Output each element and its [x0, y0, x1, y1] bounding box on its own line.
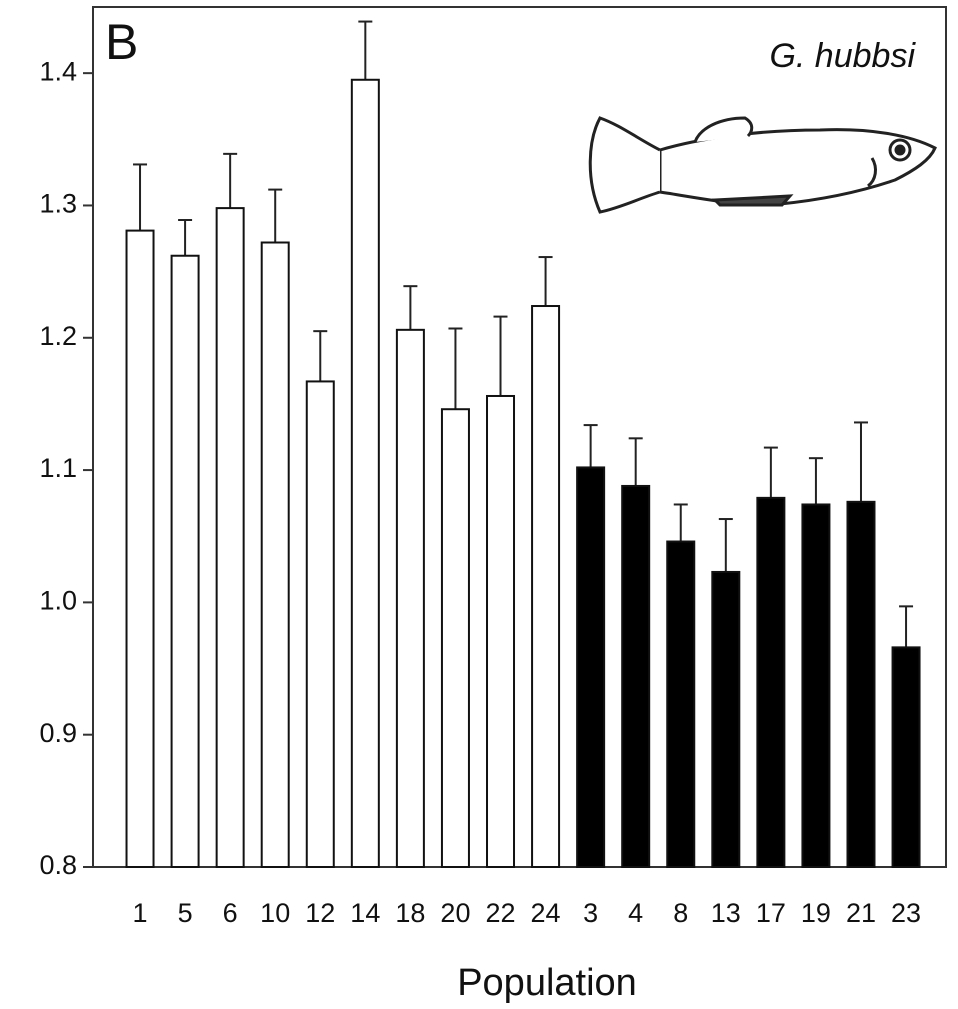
x-tick-label: 12 [305, 898, 335, 928]
bar [440, 408, 470, 868]
x-axis-title: Population [457, 962, 637, 1004]
x-tick-label: 13 [711, 898, 741, 928]
bar [260, 241, 290, 868]
x-tick-label: 19 [801, 898, 831, 928]
x-tick-label: 10 [260, 898, 290, 928]
bar [486, 394, 516, 868]
bar [215, 207, 245, 869]
x-tick-label: 17 [756, 898, 786, 928]
x-tick-label: 23 [891, 898, 921, 928]
x-tick-label: 5 [178, 898, 193, 928]
y-tick-label: 1.3 [39, 189, 77, 219]
bar [891, 646, 921, 868]
bar [350, 78, 380, 869]
x-tick-label: 6 [223, 898, 238, 928]
bar [756, 496, 786, 868]
x-tick-label: 4 [628, 898, 643, 928]
bar [576, 466, 606, 868]
bar [621, 484, 651, 868]
y-tick-label: 1.1 [39, 453, 77, 483]
x-tick-label: 21 [846, 898, 876, 928]
bar [711, 570, 741, 868]
x-tick-label: 3 [583, 898, 598, 928]
x-tick-label: 22 [485, 898, 515, 928]
y-tick-label: 1.4 [39, 56, 77, 86]
x-tick-label: 18 [395, 898, 425, 928]
bar [170, 254, 200, 868]
y-tick-label: 0.8 [39, 850, 77, 880]
x-tick-label: 20 [440, 898, 470, 928]
x-tick-label: 14 [350, 898, 380, 928]
bar [846, 500, 876, 868]
fish-illustration [588, 116, 937, 214]
bar [125, 229, 155, 869]
plot-frame [92, 6, 947, 868]
y-tick-label: 0.9 [39, 718, 77, 748]
bar [305, 380, 335, 868]
y-tick-label: 1.2 [39, 321, 77, 351]
x-tick-label: 8 [673, 898, 688, 928]
bar [531, 305, 561, 868]
x-tick-label: 1 [133, 898, 148, 928]
species-label: G. hubbsi [769, 37, 916, 75]
panel-label: B [105, 14, 138, 70]
y-tick-label: 1.0 [39, 586, 77, 616]
bar [395, 328, 425, 869]
bar [666, 540, 696, 868]
x-tick-label: 24 [531, 898, 561, 928]
bar [801, 503, 831, 868]
